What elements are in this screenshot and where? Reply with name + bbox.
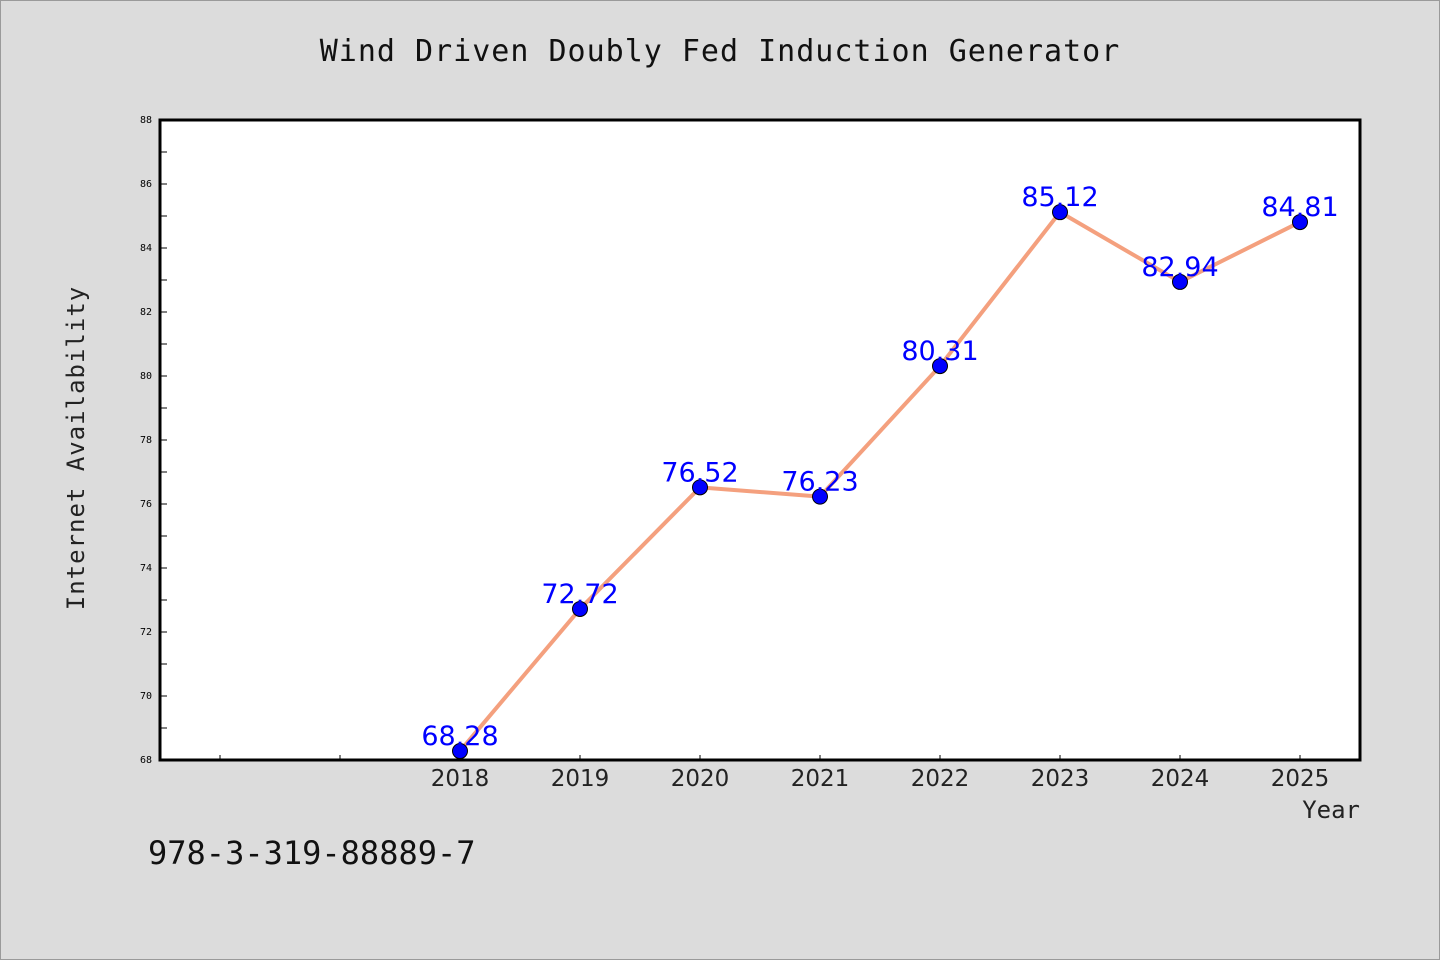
x-axis: 2018 2019 2020 2021 2022 2023 2024 2025: [219, 755, 1330, 792]
data-label: 76.23: [781, 467, 858, 498]
y-tick-label: 88: [140, 115, 152, 126]
data-label: 76.52: [661, 457, 738, 488]
y-tick-label: 78: [140, 435, 152, 446]
data-point: [452, 743, 468, 760]
y-tick-label: 72: [140, 627, 152, 638]
x-tick-label: 2023: [1031, 766, 1090, 792]
data-point: [1292, 214, 1308, 231]
data-point: [1172, 273, 1188, 290]
isbn-footnote: 978-3-319-88889-7: [148, 834, 476, 872]
data-labels: 68.28 72.72 76.52 76.23 80.31 85.12 82.94 84.81: [421, 182, 1338, 752]
y-tick-label: 70: [140, 691, 152, 702]
data-label: 84.81: [1261, 192, 1338, 223]
data-point: [932, 358, 948, 375]
y-tick-label: 84: [140, 243, 152, 254]
data-label: 82.94: [1141, 252, 1218, 283]
x-tick-label: 2022: [911, 766, 970, 792]
y-tick-label: 76: [140, 499, 152, 510]
data-point: [692, 479, 708, 496]
y-tick-label: 86: [140, 179, 152, 190]
y-tick-label: 82: [140, 307, 152, 318]
y-tick-label: 80: [140, 371, 152, 382]
data-point: [812, 488, 828, 505]
plot-area: [158, 118, 1362, 762]
x-axis-label: Year: [1302, 796, 1360, 824]
data-label: 85.12: [1021, 182, 1098, 213]
x-tick-label: 2024: [1151, 766, 1210, 792]
x-tick-label: 2021: [791, 766, 850, 792]
data-label: 80.31: [901, 336, 978, 367]
data-label: 72.72: [541, 579, 618, 610]
x-tick-label: 2025: [1271, 766, 1330, 792]
data-label: 68.28: [421, 721, 498, 752]
chart-title: Wind Driven Doubly Fed Induction Generat…: [319, 34, 1121, 69]
data-point: [1052, 204, 1068, 221]
x-tick-label: 2018: [431, 766, 490, 792]
x-tick-label: 2019: [551, 766, 610, 792]
y-axis: 68 70 72 74 76 78 80 82 84 86 88: [140, 115, 167, 766]
x-tick-label: 2020: [671, 766, 730, 792]
y-tick-label: 68: [140, 755, 152, 766]
y-tick-label: 74: [140, 563, 152, 574]
data-point: [572, 600, 588, 617]
series-markers: [452, 204, 1308, 760]
series-line: [458, 210, 1301, 753]
